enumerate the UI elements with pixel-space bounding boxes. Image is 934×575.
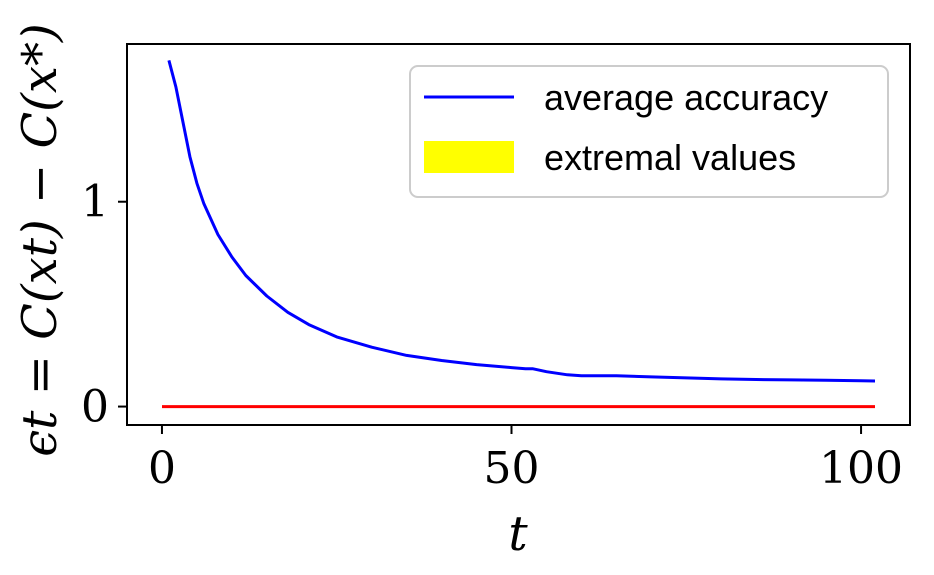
series-line-average-accuracy — [167, 60, 876, 383]
x-tick-label: 50 — [484, 443, 540, 494]
legend: average accuracy extremal values — [409, 65, 889, 198]
legend-label-average-accuracy: average accuracy — [544, 77, 828, 118]
legend-box — [409, 65, 889, 198]
x-tick-label: 0 — [148, 443, 176, 494]
legend-label-extremal-values: extremal values — [544, 137, 796, 178]
legend-patch-swatch — [424, 141, 514, 173]
axes-frame — [126, 43, 911, 426]
y-tick-label: 1 — [81, 177, 109, 228]
y-tick-label: 0 — [81, 382, 109, 433]
plot-area — [162, 60, 876, 409]
ticks: 0 50 100 0 1 — [81, 177, 903, 494]
x-axis-label: t — [508, 506, 528, 562]
y-axis-label: ϵt = C(xt) − C(x*) — [12, 23, 68, 456]
x-tick-label: 100 — [819, 443, 903, 494]
